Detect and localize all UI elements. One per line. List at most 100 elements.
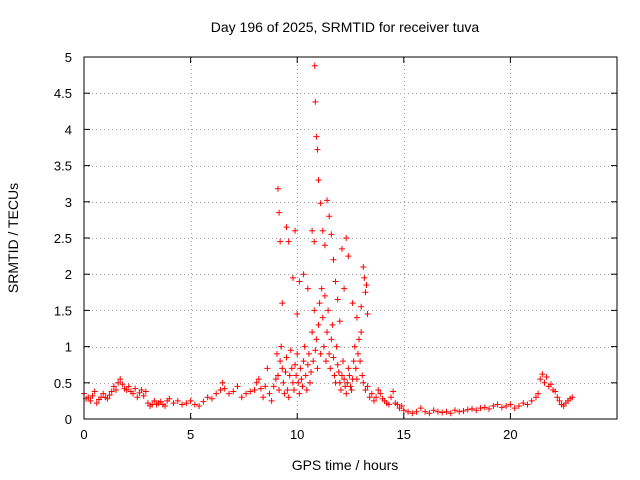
data-point	[413, 408, 420, 415]
data-point	[313, 336, 320, 343]
data-point	[134, 394, 141, 401]
data-point	[400, 407, 407, 414]
data-point	[405, 408, 412, 415]
data-point	[334, 296, 341, 303]
data-point	[494, 401, 501, 408]
data-point	[422, 408, 429, 415]
data-point	[85, 394, 92, 401]
data-point	[302, 372, 309, 379]
data-point	[426, 410, 433, 417]
data-point	[343, 390, 350, 397]
data-point	[364, 383, 371, 390]
data-point	[341, 376, 348, 383]
data-point	[353, 314, 360, 321]
y-tick-label: 1.5	[54, 303, 72, 318]
data-point	[481, 404, 488, 411]
data-point	[338, 245, 345, 252]
data-point	[338, 372, 345, 379]
data-point	[318, 285, 325, 292]
y-tick-label: 3.5	[54, 159, 72, 174]
data-point	[443, 408, 450, 415]
data-point	[430, 407, 437, 414]
data-point	[554, 394, 561, 401]
data-point	[547, 381, 554, 388]
data-point	[315, 321, 322, 328]
data-point	[294, 350, 301, 357]
data-point	[87, 397, 94, 404]
data-point	[503, 402, 510, 409]
data-point	[283, 224, 290, 231]
data-point	[286, 372, 293, 379]
data-point	[285, 394, 292, 401]
data-point	[309, 227, 316, 234]
data-point	[311, 62, 318, 69]
data-point	[106, 392, 113, 399]
data-point	[293, 372, 300, 379]
data-point	[535, 390, 542, 397]
data-point	[356, 336, 363, 343]
data-point	[142, 388, 149, 395]
data-point	[292, 227, 299, 234]
data-point	[303, 387, 310, 394]
data-point	[360, 263, 367, 270]
data-point	[183, 400, 190, 407]
data-point	[187, 397, 194, 404]
data-point	[219, 379, 226, 386]
y-tick-label: 5	[65, 50, 72, 65]
data-point	[342, 383, 349, 390]
data-point	[297, 365, 304, 372]
data-point	[282, 368, 289, 375]
data-point	[515, 402, 522, 409]
data-point	[370, 397, 377, 404]
data-point	[285, 238, 292, 245]
data-point	[460, 408, 467, 415]
data-point	[304, 361, 311, 368]
data-point	[524, 401, 531, 408]
data-point	[373, 394, 380, 401]
data-point	[225, 390, 232, 397]
data-point	[140, 392, 147, 399]
data-point	[281, 390, 288, 397]
data-point	[348, 387, 355, 394]
data-point	[347, 383, 354, 390]
data-point	[319, 314, 326, 321]
data-point	[368, 390, 375, 397]
data-point	[257, 385, 264, 392]
data-point	[247, 388, 254, 395]
y-tick-label: 1	[65, 340, 72, 355]
data-point	[319, 227, 326, 234]
data-point	[277, 358, 284, 365]
data-point	[316, 300, 323, 307]
data-point	[276, 387, 283, 394]
data-point	[456, 408, 463, 415]
data-point	[91, 388, 98, 395]
data-point	[295, 379, 302, 386]
data-point	[346, 372, 353, 379]
data-point	[417, 405, 424, 412]
data-point	[361, 274, 368, 281]
data-point	[262, 383, 269, 390]
data-points	[81, 62, 576, 417]
data-point	[330, 256, 337, 263]
x-tick-label: 5	[187, 427, 194, 442]
data-point	[299, 383, 306, 390]
data-point	[117, 376, 124, 383]
data-point	[253, 379, 260, 386]
data-point	[343, 235, 350, 241]
data-point	[138, 387, 145, 394]
data-point	[543, 374, 550, 381]
data-point	[204, 394, 211, 401]
data-point	[335, 368, 342, 375]
data-point	[326, 213, 333, 220]
data-point	[151, 397, 158, 404]
data-point	[312, 98, 319, 105]
data-point	[273, 350, 280, 357]
data-point	[336, 318, 343, 325]
data-point	[317, 350, 324, 357]
data-point	[260, 394, 267, 401]
data-point	[292, 361, 299, 368]
data-point	[200, 398, 207, 405]
data-point	[279, 365, 286, 372]
data-point	[108, 388, 115, 395]
